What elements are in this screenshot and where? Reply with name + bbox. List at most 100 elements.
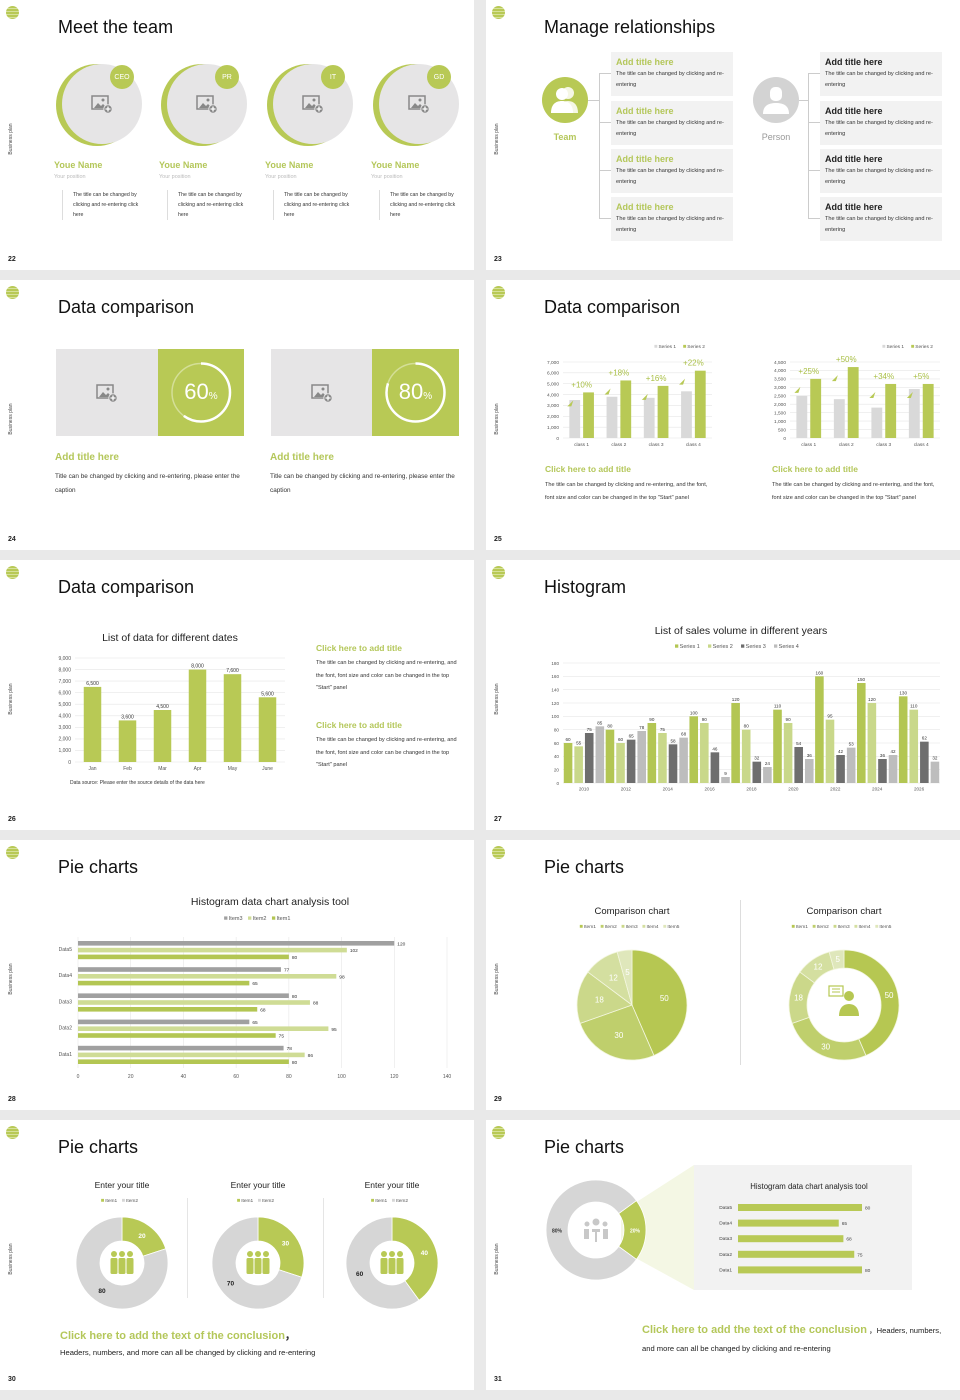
bar <box>223 674 242 762</box>
slice-label: 5 <box>625 968 630 977</box>
slide-24[interactable]: Business plan 24 Data comparison 60% Add… <box>0 280 474 550</box>
bar <box>871 407 883 438</box>
pie-slice <box>257 1216 305 1278</box>
y-tick-label: 4,000 <box>547 392 559 398</box>
bar <box>731 703 740 783</box>
slide-31[interactable]: Business plan 31 Pie charts 20% 80% Histog… <box>486 1120 960 1390</box>
image-placeholder[interactable] <box>56 349 158 436</box>
x-tick-label: 2016 <box>704 787 715 792</box>
horizontal-bar-chart: Histogram data chart analysis tool Item3 I… <box>59 896 452 1080</box>
team-icon <box>246 1251 270 1274</box>
data-label: 65 <box>252 1020 258 1026</box>
bar <box>584 733 594 783</box>
data-label: 80 <box>865 1206 871 1212</box>
slide-25[interactable]: Business plan 25 Data comparison 0 1,000 2… <box>486 280 960 550</box>
bar <box>606 396 618 438</box>
data-label: 65 <box>629 734 635 739</box>
x-tick-label: 100 <box>337 1074 346 1080</box>
conclusion-title: Click here to add the text of the conclu… <box>60 1327 296 1343</box>
y-tick-label: 1,000 <box>774 419 786 425</box>
pie-slice <box>616 949 633 1006</box>
data-label: 98 <box>339 974 345 980</box>
data-source-note: Data source: Please enter the source det… <box>70 780 205 786</box>
team-member: IT Youe Name Your position The title can… <box>263 62 363 232</box>
legend-label: Item5 <box>667 924 679 930</box>
growth-arrow-icon <box>567 400 574 407</box>
member-name: Youe Name <box>159 160 208 170</box>
y-tick-label: 20 <box>554 767 560 772</box>
x-tick-label: Jan <box>88 766 96 772</box>
connector <box>808 73 809 218</box>
member-position: Your position <box>265 174 297 180</box>
y-tick-label: 0 <box>783 436 786 442</box>
person-item: Add title here The title can be changed b… <box>820 149 942 193</box>
slide-29[interactable]: Business plan 29 Pie charts Comparison c… <box>486 840 960 1110</box>
bar <box>78 954 289 960</box>
team-member: CEO Youe Name Your position The title ca… <box>52 62 152 232</box>
person-body <box>118 1258 126 1274</box>
data-label: 75 <box>279 1034 285 1040</box>
item-title: Add title here <box>616 154 674 164</box>
member-desc: The title can be changed by clicking and… <box>62 190 146 220</box>
legend-label: Series 1 <box>886 344 904 350</box>
slice-label: 30 <box>282 1241 290 1248</box>
person-body <box>380 1258 388 1274</box>
legend-swatch <box>621 924 625 928</box>
add-image-icon <box>310 383 333 403</box>
slide-23[interactable]: Business plan 23 Manage relationships Te… <box>486 0 960 270</box>
slide-27[interactable]: Business plan 27 Histogram List of sales… <box>486 560 960 830</box>
data-label: 5,600 <box>261 691 274 697</box>
y-tick-label: 120 <box>551 701 559 706</box>
slide-22[interactable]: Business plan 22 Meet the team CEO Youe … <box>0 0 474 270</box>
slide-title: Pie charts <box>58 1137 139 1157</box>
bar <box>920 741 929 783</box>
data-label: 53 <box>849 742 855 747</box>
member-desc: The title can be changed by clicking and… <box>167 190 251 220</box>
team-item: Add title here The title can be changed b… <box>611 197 733 241</box>
connector <box>599 122 611 123</box>
y-tick-label: 160 <box>551 674 559 679</box>
legend-swatch <box>248 916 252 920</box>
data-label: 60 <box>566 737 572 742</box>
bar <box>783 723 793 783</box>
add-image-icon <box>91 95 113 114</box>
x-tick-label: class 2 <box>839 442 854 448</box>
slide-title: Pie charts <box>544 857 625 877</box>
data-label: 7,600 <box>226 668 239 674</box>
bar <box>681 391 692 438</box>
bar <box>741 729 751 783</box>
pie-slice <box>211 1216 303 1310</box>
bar <box>867 703 877 783</box>
data-label: 32 <box>754 756 760 761</box>
pie-slice <box>576 971 633 1024</box>
y-tick-label: Data2 <box>59 1026 73 1032</box>
y-tick-label: 3,000 <box>58 725 71 731</box>
image-placeholder[interactable] <box>271 349 372 436</box>
slide-30[interactable]: Business plan 30 Pie charts Enter your t… <box>0 1120 474 1390</box>
slide-28[interactable]: Business plan 28 Pie charts Histogram da… <box>0 840 474 1110</box>
add-image-icon <box>302 95 324 114</box>
add-image-icon <box>408 95 430 114</box>
x-tick-label: class 3 <box>649 442 664 448</box>
person-head <box>389 1251 395 1257</box>
slide-26[interactable]: Business plan 26 Data comparison List of… <box>0 560 474 830</box>
data-label: 36 <box>807 753 813 758</box>
bar <box>700 723 709 783</box>
pie-slice <box>345 1216 420 1310</box>
data-label: 8,000 <box>191 664 204 670</box>
x-tick-label: 20 <box>128 1074 134 1080</box>
data-label: 42 <box>838 749 844 754</box>
percent-value: 80% <box>372 379 459 405</box>
bar <box>78 967 281 972</box>
legend-swatch <box>741 644 745 648</box>
panel-desc: The title can be changed by clicking and… <box>316 660 457 691</box>
data-label: 75 <box>857 1252 863 1258</box>
connector <box>799 100 808 101</box>
bar <box>810 378 822 438</box>
bar <box>878 759 887 783</box>
pie-slice <box>791 1016 867 1061</box>
legend-swatch <box>683 344 687 348</box>
bar <box>626 739 636 783</box>
legend-swatch <box>392 1198 395 1202</box>
y-tick-label: Data5 <box>59 947 73 953</box>
